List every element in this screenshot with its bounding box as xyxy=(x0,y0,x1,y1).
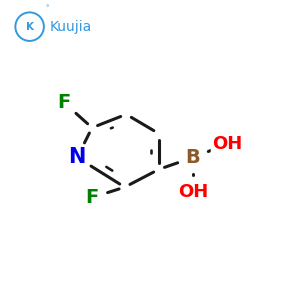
Text: OH: OH xyxy=(178,183,208,201)
Text: °: ° xyxy=(45,5,49,11)
Text: Kuujia: Kuujia xyxy=(49,20,92,34)
Text: K: K xyxy=(26,22,34,32)
Text: B: B xyxy=(186,148,200,167)
Text: F: F xyxy=(85,188,99,207)
Text: F: F xyxy=(57,93,70,112)
Text: OH: OH xyxy=(212,135,242,153)
Text: N: N xyxy=(68,147,86,167)
